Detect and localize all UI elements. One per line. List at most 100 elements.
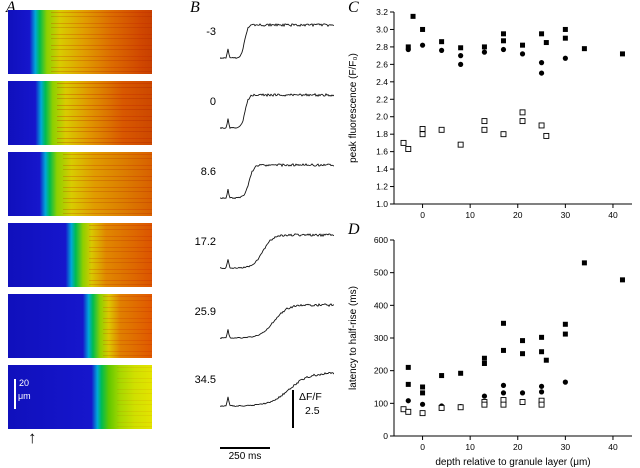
data-point (500, 131, 507, 138)
trace-line (220, 93, 334, 129)
trace-depth-label: 17.2 (194, 236, 216, 248)
fluorescence-trace (220, 93, 334, 129)
data-point (419, 125, 426, 132)
data-point (481, 126, 488, 133)
data-point (581, 260, 587, 266)
y-axis-label: latency to half-rise (ms) (348, 286, 359, 390)
y-tick-label: 2.2 (376, 94, 388, 104)
scale-bar-unit: μm (18, 391, 31, 401)
data-point (562, 35, 568, 41)
x-tick-label: 0 (420, 210, 425, 220)
data-point (520, 351, 526, 357)
x-tick-label: 10 (465, 210, 475, 220)
data-point (405, 398, 411, 404)
data-point (438, 404, 445, 411)
x-axis-label: depth relative to granule layer (μm) (435, 457, 590, 468)
y-tick-label: 1.4 (376, 164, 388, 174)
fluorescence-trace (220, 233, 334, 270)
data-point (405, 146, 412, 152)
x-tick-label: 20 (513, 210, 523, 220)
scale-bar-value: 2.5 (305, 405, 320, 417)
y-tick-label: 100 (374, 398, 388, 408)
data-point (539, 334, 545, 340)
up-arrow-icon: ↑ (28, 428, 37, 447)
y-tick-label: 500 (374, 268, 388, 278)
linescan-image (8, 81, 152, 145)
data-point (539, 349, 545, 355)
data-point (481, 44, 487, 50)
x-tick-label: 0 (420, 442, 425, 452)
fluorescence-trace (220, 22, 334, 60)
data-point (562, 26, 568, 32)
data-point (619, 277, 625, 283)
data-point (519, 118, 526, 125)
trace-line (220, 233, 334, 270)
data-point (405, 364, 411, 370)
data-point (619, 51, 625, 57)
trace-depth-label: 34.5 (194, 374, 216, 386)
scan-streaks (56, 81, 152, 145)
data-point (438, 126, 445, 133)
trace-depth-label: 8.6 (200, 166, 216, 178)
axes (393, 240, 632, 437)
y-tick-label: 600 (374, 235, 388, 245)
data-point (500, 31, 506, 37)
scale-bar-line (292, 390, 294, 428)
data-point (519, 109, 526, 116)
y-tick-label: 2.8 (376, 42, 388, 52)
axes (393, 12, 632, 205)
data-point (419, 410, 426, 417)
x-tick-label: 30 (561, 210, 571, 220)
y-tick-label: 2.4 (376, 77, 388, 87)
data-point (562, 379, 568, 385)
panel-a-label: A (6, 0, 16, 16)
y-tick-label: 1.2 (376, 182, 388, 192)
series-filled-squares (405, 260, 625, 396)
x-tick-label: 10 (465, 442, 475, 452)
trace-depth-label: -3 (206, 26, 216, 38)
data-point (405, 381, 411, 387)
trace-depth-label: 0 (209, 96, 216, 108)
data-point (457, 141, 464, 148)
fluorescence-trace (220, 163, 334, 200)
data-point (405, 46, 411, 53)
data-point (405, 408, 412, 415)
data-point (419, 42, 426, 48)
x-tick-label: 40 (608, 210, 618, 220)
data-point (439, 373, 445, 379)
scan-streaks (51, 10, 152, 74)
scan-streaks (103, 294, 152, 358)
data-point (538, 383, 545, 389)
panel-c-label: C (348, 0, 359, 16)
spatial-scale-bar: 20 μm (14, 377, 54, 413)
linescan-image-column: 20 μm (8, 10, 152, 436)
data-point (538, 122, 545, 129)
y-tick-label: 1.8 (376, 129, 388, 139)
data-point (458, 45, 464, 51)
y-tick-label: 400 (374, 300, 388, 310)
data-point (400, 406, 407, 413)
linescan-image (8, 152, 152, 216)
data-point (481, 360, 487, 366)
data-point (500, 320, 506, 326)
data-point (520, 338, 526, 344)
data-point (538, 401, 545, 408)
trace-line (220, 163, 334, 200)
scan-streaks (117, 365, 152, 429)
y-tick-label: 3.0 (376, 24, 388, 34)
data-point (519, 399, 526, 405)
data-point (419, 131, 426, 138)
linescan-image (8, 10, 152, 74)
scale-bar-label: ΔF/F (299, 391, 322, 403)
fluorescence-trace (220, 371, 334, 407)
data-point (420, 26, 426, 32)
x-tick-label: 40 (608, 442, 618, 452)
y-axis-label: peak fluorescence (F/F₀) (348, 53, 359, 163)
time-scale-bar-line (220, 447, 270, 449)
linescan-image: 20 μm (8, 365, 152, 429)
series-filled-squares (405, 13, 625, 57)
data-point (481, 118, 488, 125)
data-point (420, 390, 426, 396)
data-point (562, 321, 568, 327)
data-point (481, 49, 488, 55)
